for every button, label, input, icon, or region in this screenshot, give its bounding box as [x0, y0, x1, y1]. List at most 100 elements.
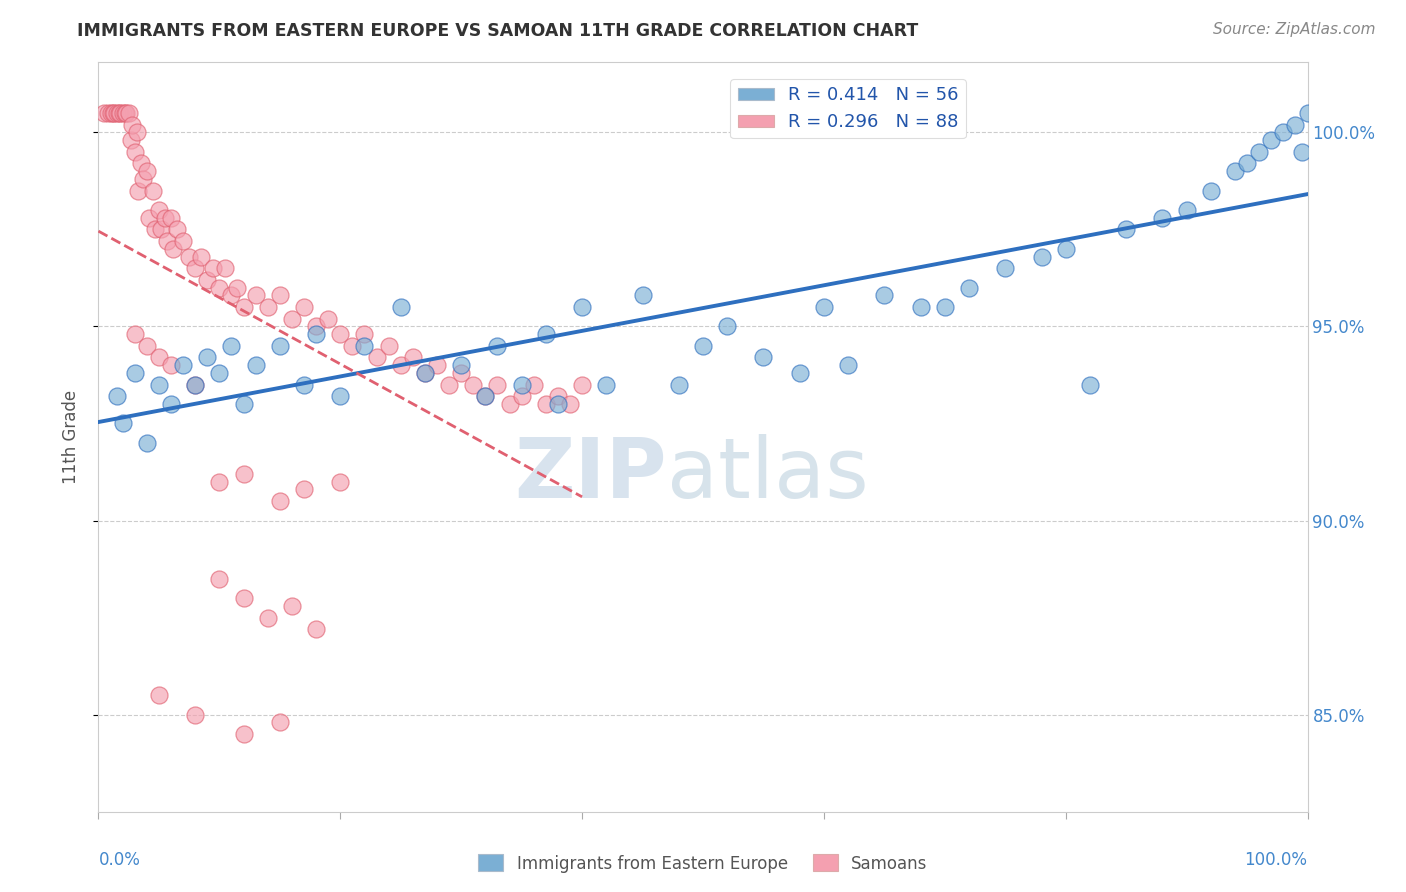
Point — [129, 156, 152, 170]
Point — [486, 377, 509, 392]
Point — [269, 339, 291, 353]
Point — [366, 351, 388, 365]
Point — [329, 475, 352, 489]
Point — [547, 389, 569, 403]
Point — [184, 261, 207, 276]
Point — [105, 389, 128, 403]
Point — [172, 234, 194, 248]
Text: 0.0%: 0.0% — [98, 851, 141, 869]
Point — [202, 261, 225, 276]
Point — [115, 106, 138, 120]
Point — [208, 572, 231, 586]
Point — [208, 366, 231, 380]
Point — [837, 358, 859, 372]
Point — [1296, 106, 1319, 120]
Point — [426, 358, 449, 372]
Point — [474, 389, 496, 403]
Point — [190, 250, 212, 264]
Point — [1260, 133, 1282, 147]
Point — [437, 377, 460, 392]
Point — [305, 622, 328, 636]
Point — [813, 300, 835, 314]
Point — [547, 397, 569, 411]
Point — [172, 358, 194, 372]
Point — [103, 106, 125, 120]
Point — [1236, 156, 1258, 170]
Point — [413, 366, 436, 380]
Legend: Immigrants from Eastern Europe, Samoans: Immigrants from Eastern Europe, Samoans — [472, 847, 934, 880]
Point — [1115, 222, 1137, 236]
Point — [184, 377, 207, 392]
Point — [994, 261, 1017, 276]
Point — [114, 106, 136, 120]
Point — [1199, 184, 1222, 198]
Point — [195, 273, 218, 287]
Point — [124, 145, 146, 159]
Point — [232, 727, 254, 741]
Point — [450, 366, 472, 380]
Point — [450, 358, 472, 372]
Point — [281, 311, 304, 326]
Point — [692, 339, 714, 353]
Point — [195, 351, 218, 365]
Point — [124, 366, 146, 380]
Point — [256, 610, 278, 624]
Point — [256, 300, 278, 314]
Point — [1152, 211, 1174, 225]
Point — [148, 377, 170, 392]
Point — [463, 377, 485, 392]
Point — [120, 133, 142, 147]
Point — [534, 327, 557, 342]
Point — [523, 377, 546, 392]
Point — [138, 211, 160, 225]
Point — [1272, 125, 1295, 139]
Point — [118, 106, 141, 120]
Point — [1249, 145, 1271, 159]
Point — [166, 222, 188, 236]
Point — [534, 397, 557, 411]
Point — [1078, 377, 1101, 392]
Point — [111, 417, 134, 431]
Point — [148, 688, 170, 702]
Point — [105, 106, 128, 120]
Point — [269, 494, 291, 508]
Point — [160, 211, 183, 225]
Point — [101, 106, 124, 120]
Point — [789, 366, 811, 380]
Point — [121, 118, 143, 132]
Point — [571, 300, 593, 314]
Point — [498, 397, 520, 411]
Point — [316, 311, 339, 326]
Point — [142, 184, 165, 198]
Point — [208, 475, 231, 489]
Point — [245, 358, 267, 372]
Text: atlas: atlas — [666, 434, 869, 515]
Point — [108, 106, 131, 120]
Point — [93, 106, 115, 120]
Point — [221, 339, 243, 353]
Point — [595, 377, 617, 392]
Point — [510, 377, 533, 392]
Point — [184, 377, 207, 392]
Point — [232, 397, 254, 411]
Point — [873, 288, 896, 302]
Point — [486, 339, 509, 353]
Y-axis label: 11th Grade: 11th Grade — [62, 390, 80, 484]
Point — [226, 280, 249, 294]
Point — [377, 339, 399, 353]
Point — [245, 288, 267, 302]
Point — [1223, 164, 1246, 178]
Point — [127, 184, 149, 198]
Point — [135, 164, 157, 178]
Point — [389, 300, 412, 314]
Point — [269, 715, 291, 730]
Point — [184, 707, 207, 722]
Point — [232, 591, 254, 606]
Point — [934, 300, 956, 314]
Point — [1284, 118, 1306, 132]
Text: ZIP: ZIP — [515, 434, 666, 515]
Point — [135, 339, 157, 353]
Point — [1054, 242, 1077, 256]
Point — [124, 327, 146, 342]
Point — [160, 358, 183, 372]
